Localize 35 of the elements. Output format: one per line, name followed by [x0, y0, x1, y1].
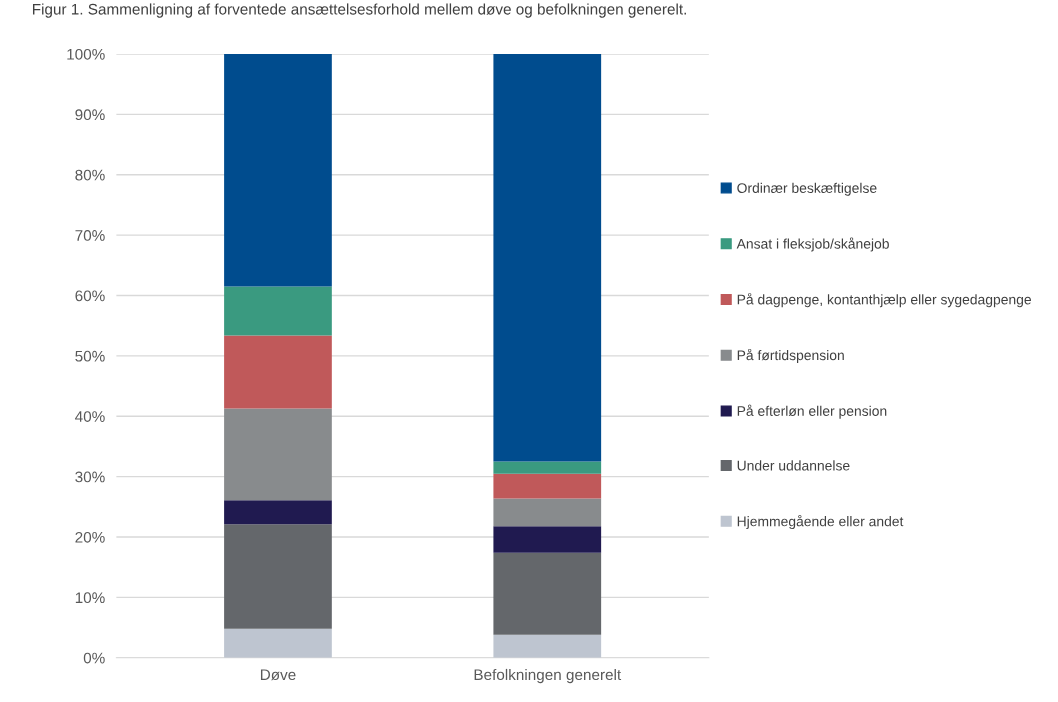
y-tick-label: 50% [75, 350, 105, 362]
bar [493, 461, 602, 474]
y-tick-label: 100% [67, 48, 105, 60]
bar [224, 408, 332, 501]
bar [224, 500, 332, 525]
bar [493, 552, 602, 635]
legend-label: Hjemmegående eller andet [737, 514, 904, 530]
chart-title: Figur 1. Sammenligning af forventede ansættelsesforhold mellem døve og befolkningen generelt. [32, 3, 686, 18]
bar [224, 54, 332, 287]
bar [224, 524, 332, 629]
bar [493, 54, 602, 462]
legend-label: Ansat i fleksjob/skånejob [736, 237, 889, 252]
legend-label: Under uddannelse [737, 460, 850, 471]
y-tick-label: 30% [75, 471, 105, 483]
bar [493, 526, 602, 553]
bar [224, 286, 332, 336]
legend-label: På dagpenge, kontanthjælp eller sygedagpenge [737, 293, 1031, 308]
legend-label: På førtidspension [737, 348, 844, 363]
y-tick-label: 10% [75, 592, 105, 604]
y-tick-label: 80% [75, 169, 105, 181]
bar [224, 335, 332, 409]
y-tick-label: 40% [75, 411, 105, 422]
x-tick-label: Befolkningen generelt [474, 668, 622, 684]
legend-label: På efterløn eller pension [737, 404, 887, 419]
x-tick-label: Døve [260, 669, 296, 681]
y-tick-label: 60% [75, 290, 105, 302]
y-tick-label: 20% [75, 531, 105, 543]
legend-label: Ordinær beskæftigelse [737, 182, 877, 196]
bar [493, 498, 602, 527]
bar [224, 628, 332, 658]
y-tick-label: 90% [75, 109, 105, 121]
bar [493, 634, 602, 658]
y-tick-label: 0% [83, 652, 105, 664]
y-tick-label: 70% [75, 230, 105, 241]
bar [493, 473, 602, 499]
